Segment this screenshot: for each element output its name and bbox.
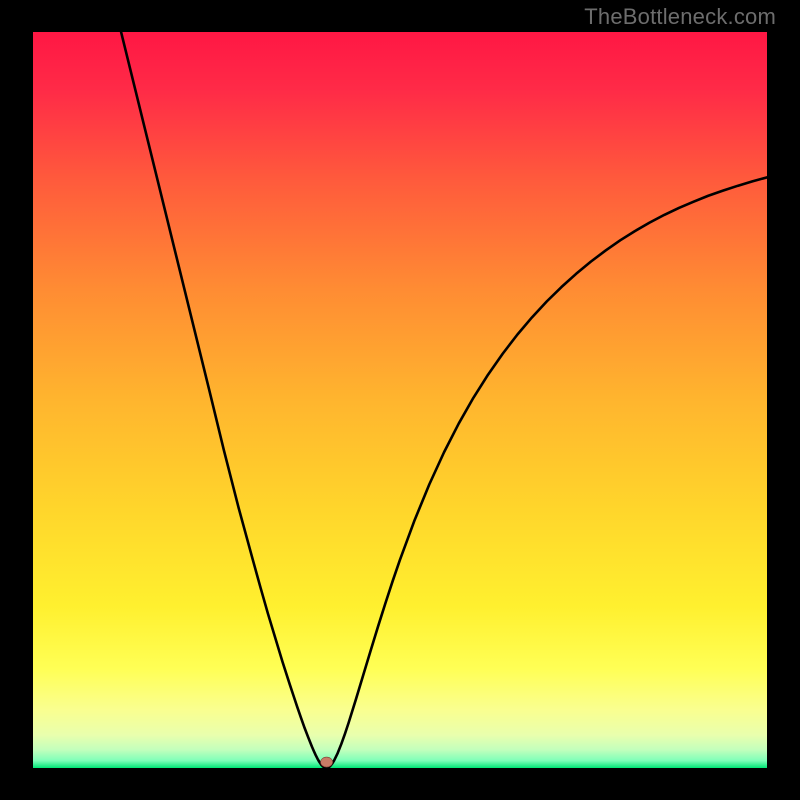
watermark-text: TheBottleneck.com [584,4,776,30]
optimal-marker [321,757,333,767]
gradient-bg [33,32,767,768]
chart-frame: TheBottleneck.com [0,0,800,800]
plot-svg [33,32,767,768]
plot-area [33,32,767,768]
